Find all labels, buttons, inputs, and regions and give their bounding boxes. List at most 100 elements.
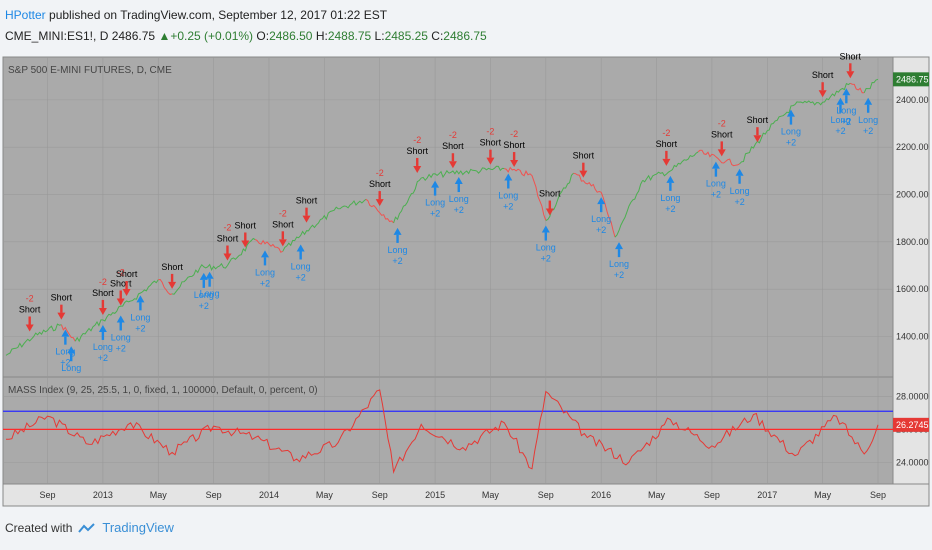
- short-signal-label: Short: [217, 234, 239, 244]
- long-arrow-stem: [433, 187, 437, 196]
- price-line-segment: [254, 239, 284, 253]
- low-value: 2485.25: [384, 29, 428, 43]
- short-signal-label: Short: [51, 293, 73, 303]
- long-arrow-icon: [836, 97, 845, 105]
- long-signal-label: +2: [260, 278, 270, 288]
- long-signal-label: Long: [200, 289, 220, 299]
- short-signal-label: -2: [117, 267, 125, 277]
- price-line-segment: [60, 324, 76, 342]
- time-tick-label: May: [150, 490, 168, 500]
- long-arrow-icon: [431, 180, 440, 188]
- short-arrow-icon: [486, 157, 495, 165]
- high-value: 2488.75: [327, 29, 372, 43]
- time-axis[interactable]: [2, 483, 930, 507]
- price-line-segment: [850, 82, 865, 94]
- long-signal-label: Long: [836, 105, 856, 115]
- long-arrow-icon: [98, 324, 107, 332]
- long-arrow-icon: [454, 177, 463, 185]
- long-arrow-stem: [544, 232, 548, 241]
- chart-svg[interactable]: -2ShortShortLong+2Long-2Short-2ShortShor…: [0, 50, 932, 520]
- price-tick-label: 1600.00: [896, 284, 929, 294]
- short-signal-label: Short: [711, 129, 733, 139]
- time-tick-label: 2013: [93, 490, 113, 500]
- indicator-pane[interactable]: [2, 376, 894, 485]
- short-arrow-icon: [717, 149, 726, 157]
- price-line-segment: [531, 175, 547, 221]
- short-arrow-icon: [510, 160, 519, 168]
- price-line-segment: [227, 237, 256, 266]
- short-arrow-stem: [821, 82, 824, 91]
- price-pane[interactable]: [2, 56, 894, 378]
- price-line-segment: [102, 300, 131, 322]
- price-tick-label: 2200.00: [896, 142, 929, 152]
- price-line-segment: [739, 130, 768, 165]
- short-arrow-icon: [122, 289, 131, 297]
- tradingview-logo-icon: [78, 522, 96, 533]
- tradingview-brand[interactable]: TradingView: [102, 520, 174, 535]
- short-signal-label: Short: [296, 196, 318, 206]
- time-tick-label: May: [814, 490, 832, 500]
- long-signal-label: Long: [93, 342, 113, 352]
- short-signal-label: Short: [747, 115, 769, 125]
- price-series: [5, 78, 879, 356]
- price-line-segment: [199, 262, 228, 271]
- short-arrow-stem: [720, 141, 723, 150]
- short-signal-label: Short: [369, 179, 391, 189]
- long-arrow-icon: [67, 346, 76, 354]
- long-arrow-stem: [396, 234, 399, 243]
- long-signal-label: Long: [830, 115, 850, 125]
- long-arrow-icon: [541, 225, 550, 233]
- long-arrow-icon: [393, 227, 402, 235]
- long-arrow-stem: [299, 251, 302, 260]
- price-line-segment: [393, 177, 422, 224]
- long-signal-label: Long: [194, 290, 214, 300]
- chart-container[interactable]: -2 Short Short Long +2 Long -2 Short -2 Short Shor…: [0, 50, 932, 520]
- time-tick-label: May: [648, 490, 666, 500]
- open-label: O:: [256, 29, 270, 43]
- time-tick-label: 2014: [259, 490, 279, 500]
- long-signal-label: Long: [660, 193, 680, 203]
- short-arrow-icon: [375, 199, 384, 207]
- price-line-segment: [573, 172, 602, 193]
- long-signal-label: Long: [55, 347, 75, 357]
- short-arrow-stem: [756, 127, 759, 136]
- price-line-segment: [600, 192, 616, 238]
- long-signal-label: +2: [863, 126, 873, 136]
- long-arrow-stem: [866, 104, 870, 113]
- short-arrow-icon: [818, 90, 827, 98]
- price-tick-label: 1400.00: [896, 332, 929, 342]
- long-arrow-stem: [839, 104, 842, 113]
- publish-info: HPotter published on TradingView.com, Se…: [5, 8, 387, 22]
- short-arrow-icon: [448, 161, 457, 169]
- mass-index-line: [6, 389, 879, 475]
- price-tick-label: 2000.00: [896, 190, 929, 200]
- short-arrow-stem: [665, 150, 668, 159]
- price-line-segment: [5, 336, 35, 356]
- high-label: H:: [315, 29, 328, 43]
- short-signal-label: Short: [406, 146, 428, 156]
- short-arrow-stem: [512, 152, 516, 161]
- long-arrow-icon: [136, 295, 145, 303]
- long-signal-label: Long: [858, 115, 878, 125]
- long-signal-label: Long: [781, 127, 801, 137]
- price-axis[interactable]: [892, 56, 930, 485]
- short-arrow-icon: [278, 239, 287, 247]
- short-arrow-icon: [98, 307, 107, 315]
- long-signal-label: +2: [98, 353, 108, 363]
- long-arrow-icon: [615, 242, 624, 250]
- short-arrow-stem: [849, 63, 852, 72]
- open-value: 2486.50: [269, 29, 313, 43]
- long-signal-label: +2: [503, 201, 513, 211]
- short-arrow-icon: [57, 312, 66, 320]
- long-arrow-stem: [617, 249, 621, 258]
- short-arrow-stem: [305, 207, 308, 216]
- time-tick-label: Sep: [40, 490, 56, 500]
- short-signal-label: Short: [656, 139, 678, 149]
- price-line-segment: [504, 166, 533, 177]
- long-signal-label: +2: [430, 209, 440, 219]
- long-arrow-icon: [842, 88, 851, 96]
- indicator-pane-title: MASS Index (9, 25, 25.5, 1, 0, fixed, 1,…: [8, 385, 318, 396]
- author-link[interactable]: HPotter: [5, 8, 46, 22]
- published-text: published on TradingView.com, September …: [49, 8, 388, 22]
- time-tick-label: May: [482, 490, 500, 500]
